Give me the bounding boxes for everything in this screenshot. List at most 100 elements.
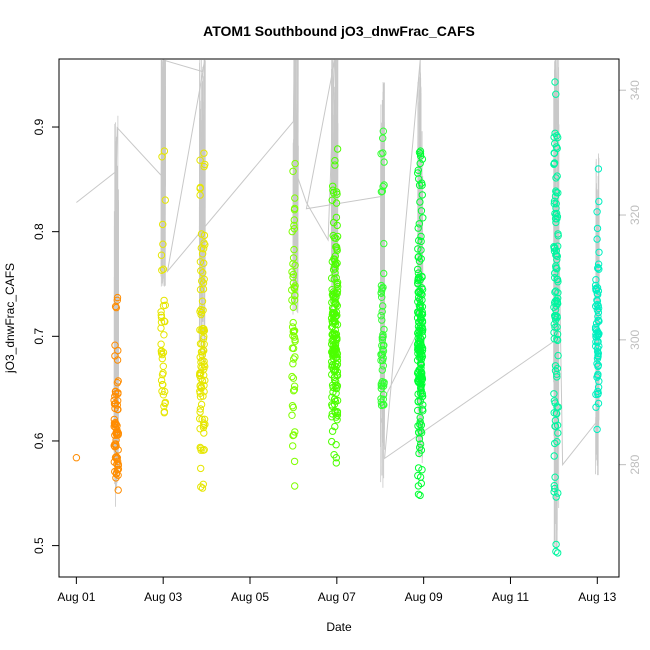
data-point — [157, 347, 166, 356]
data-point — [289, 442, 297, 450]
data-point — [112, 453, 121, 461]
data-point — [113, 293, 122, 302]
data-point — [414, 166, 422, 174]
data-point — [552, 251, 560, 259]
data-point — [380, 269, 388, 278]
data-point — [291, 261, 299, 269]
data-point — [196, 408, 204, 416]
altitude-series — [76, 59, 600, 552]
data-point — [289, 318, 297, 327]
data-point — [330, 255, 338, 263]
data-point — [377, 281, 386, 290]
data-point — [414, 422, 422, 430]
data-point — [418, 317, 427, 325]
data-point — [591, 325, 600, 333]
data-point — [161, 317, 169, 326]
data-point — [378, 366, 386, 374]
x-tick-label: Aug 13 — [578, 590, 616, 604]
data-point — [550, 320, 558, 328]
data-point — [159, 391, 168, 399]
x-tick-label: Aug 05 — [231, 590, 269, 604]
data-point — [553, 364, 562, 373]
data-point — [418, 191, 426, 199]
data-point — [290, 457, 299, 466]
data-point — [112, 469, 121, 477]
data-point — [377, 289, 385, 297]
data-point — [378, 293, 386, 301]
data-point — [200, 421, 208, 430]
data-point — [196, 184, 204, 193]
data-point — [416, 440, 425, 448]
data-point — [552, 296, 561, 305]
data-point — [111, 418, 120, 427]
data-point — [288, 372, 296, 381]
data-point — [593, 300, 601, 309]
data-point — [196, 393, 205, 401]
data-point — [330, 298, 338, 306]
data-point — [592, 390, 600, 399]
data-point — [200, 149, 208, 157]
data-point — [594, 260, 603, 268]
data-point — [379, 127, 387, 135]
data-point — [290, 284, 299, 293]
data-point — [379, 382, 388, 390]
data-point — [552, 264, 560, 272]
data-point — [416, 443, 424, 452]
data-point — [417, 384, 425, 393]
data-point — [550, 199, 558, 208]
data-point — [594, 383, 603, 391]
data-point — [552, 287, 560, 295]
data-point — [332, 362, 340, 371]
data-point — [200, 371, 208, 379]
data-point — [72, 454, 81, 462]
data-point — [157, 376, 166, 385]
data-point — [415, 318, 423, 326]
data-point — [198, 484, 207, 492]
data-point — [414, 471, 422, 480]
data-point — [419, 214, 427, 222]
data-point — [554, 289, 562, 297]
data-point — [196, 372, 204, 380]
data-point — [329, 182, 337, 191]
data-point — [160, 296, 168, 305]
data-point — [200, 419, 208, 427]
data-point — [289, 167, 297, 176]
data-point — [551, 422, 559, 430]
data-point — [114, 465, 123, 473]
data-point — [551, 473, 559, 481]
data-point — [416, 389, 425, 397]
data-point — [377, 188, 386, 196]
data-point — [380, 158, 388, 166]
data-point — [332, 459, 340, 467]
data-point — [379, 134, 387, 142]
data-point — [377, 398, 385, 406]
data-point — [291, 194, 299, 202]
data-point — [158, 354, 167, 363]
plot-frame — [58, 58, 620, 578]
data-point — [593, 296, 601, 304]
data-point — [417, 232, 425, 241]
data-point — [551, 243, 559, 252]
data-point — [159, 220, 167, 229]
data-point — [416, 159, 424, 168]
data-point — [553, 313, 561, 322]
data-point — [415, 148, 424, 157]
data-point — [414, 224, 422, 232]
data-point — [418, 284, 426, 292]
y-tick-label: 0.9 — [32, 118, 46, 135]
data-point — [329, 383, 337, 392]
data-point — [289, 431, 297, 440]
data-point — [550, 390, 558, 398]
data-point — [417, 368, 426, 376]
data-point — [551, 288, 559, 296]
x-tick-label: Aug 01 — [57, 590, 95, 604]
data-point — [595, 197, 603, 206]
data-point — [199, 327, 208, 335]
data-point — [594, 316, 603, 325]
data-point — [553, 172, 561, 180]
x-tick-label: Aug 07 — [318, 590, 356, 604]
data-point — [112, 442, 120, 450]
data-point — [333, 409, 342, 417]
data-point — [415, 345, 423, 353]
data-point — [593, 224, 602, 233]
